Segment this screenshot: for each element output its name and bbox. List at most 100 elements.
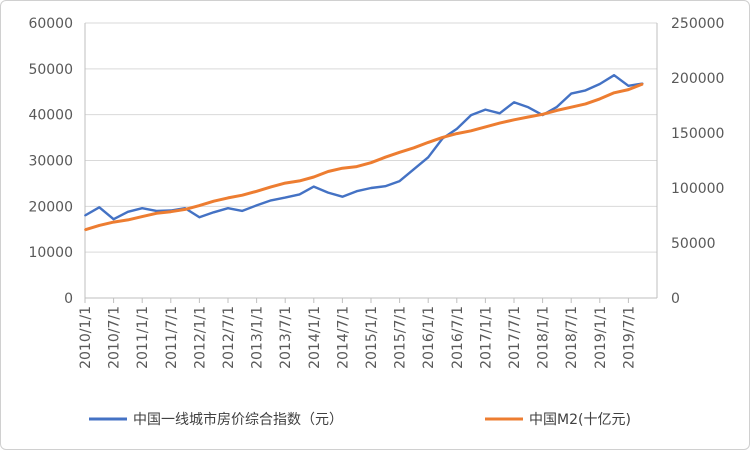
data-point <box>398 180 401 183</box>
data-point <box>241 210 244 212</box>
data-point <box>84 228 86 231</box>
data-point <box>413 168 415 171</box>
data-point <box>255 204 258 207</box>
data-point <box>441 136 444 139</box>
data-point <box>184 208 187 211</box>
data-point <box>284 196 287 199</box>
x-tick-label: 2015/7/1 <box>393 306 409 369</box>
x-tick-label: 2016/7/1 <box>450 306 466 369</box>
data-point <box>127 219 129 221</box>
data-point <box>141 207 144 210</box>
x-tick-label: 2013/7/1 <box>278 306 294 369</box>
data-point <box>227 197 229 199</box>
data-point <box>570 106 573 109</box>
x-tick-label: 2012/1/1 <box>192 306 208 369</box>
data-point <box>370 161 372 164</box>
data-point <box>169 210 172 213</box>
left-y-tick-label: 20000 <box>28 199 73 215</box>
legend-label: 中国M2(十亿元) <box>529 412 631 428</box>
data-point <box>227 207 229 210</box>
left-y-tick-label: 0 <box>64 291 73 307</box>
x-tick-label: 2012/7/1 <box>221 306 237 369</box>
data-point <box>270 199 272 202</box>
data-point <box>355 190 358 193</box>
data-point <box>98 224 101 227</box>
data-point <box>455 132 458 135</box>
data-point <box>155 210 158 212</box>
data-point <box>84 214 86 217</box>
data-point <box>384 156 387 159</box>
x-tick-label: 2010/1/1 <box>78 306 94 369</box>
data-point <box>112 221 115 224</box>
series-lines <box>84 73 644 232</box>
series-line <box>84 82 644 232</box>
data-point <box>255 190 258 193</box>
data-point <box>427 156 430 159</box>
x-tick-label: 2011/7/1 <box>164 306 180 369</box>
right-y-tick-label: 250000 <box>671 16 724 32</box>
x-tick-label: 2013/1/1 <box>250 306 266 369</box>
data-point <box>341 195 344 198</box>
data-point <box>327 170 329 173</box>
series-line <box>84 73 643 221</box>
data-point <box>398 151 401 154</box>
data-point <box>341 167 344 170</box>
data-point <box>513 101 515 104</box>
x-tick-label: 2018/7/1 <box>564 306 580 369</box>
data-point <box>155 212 158 215</box>
x-axis-ticks: 2010/1/1 2010/7/1 2011/1/1 2011/7/1 2012/1/1… <box>78 298 637 369</box>
x-tick-label: 2014/1/1 <box>307 306 323 369</box>
data-point <box>570 92 573 95</box>
data-point <box>470 129 472 132</box>
left-y-tick-label: 50000 <box>28 62 73 78</box>
data-point <box>198 204 201 207</box>
data-point <box>384 185 387 188</box>
data-point <box>598 83 601 85</box>
data-point <box>327 191 329 194</box>
data-point <box>627 88 630 91</box>
left-y-tick-label: 30000 <box>28 154 73 170</box>
right-y-tick-label: 150000 <box>671 126 724 142</box>
data-point <box>513 118 515 121</box>
data-point <box>470 114 472 116</box>
right-y-tick-label: 0 <box>671 291 680 307</box>
right-y-tick-label: 200000 <box>671 71 724 87</box>
data-point <box>427 141 430 144</box>
data-point <box>584 89 587 92</box>
x-tick-label: 2017/1/1 <box>478 306 494 369</box>
data-point <box>312 185 315 188</box>
left-y-tick-label: 60000 <box>28 16 73 32</box>
data-point <box>98 206 101 209</box>
x-tick-label: 2014/7/1 <box>335 306 351 369</box>
data-point <box>198 216 201 219</box>
x-tick-label: 2015/1/1 <box>364 306 380 369</box>
data-point <box>484 126 487 128</box>
left-y-axis-ticks: 0 10000 20000 30000 40000 50000 60000 <box>28 16 73 307</box>
data-point <box>556 106 558 108</box>
left-y-tick-label: 40000 <box>28 108 73 124</box>
legend-label: 中国一线城市房价综合指数（元） <box>133 411 343 428</box>
x-tick-label: 2019/1/1 <box>593 306 609 369</box>
data-point <box>370 187 372 189</box>
data-point <box>498 112 501 115</box>
data-point <box>641 83 644 85</box>
data-point <box>298 193 301 196</box>
data-point <box>270 186 272 188</box>
x-tick-label: 2011/1/1 <box>135 306 151 369</box>
data-point <box>298 180 301 182</box>
legend-item-2: 中国M2(十亿元) <box>485 412 631 428</box>
data-point <box>212 200 215 203</box>
data-point <box>556 109 558 112</box>
data-point <box>413 146 415 149</box>
legend-item-1: 中国一线城市房价综合指数（元） <box>89 411 343 428</box>
gridlines <box>85 22 657 299</box>
data-point <box>613 74 615 77</box>
legend: 中国一线城市房价综合指数（元） 中国M2(十亿元) <box>89 411 631 428</box>
data-point <box>498 122 501 124</box>
data-point <box>627 84 630 87</box>
x-tick-label: 2017/7/1 <box>507 306 523 369</box>
data-point <box>141 215 144 218</box>
data-point <box>212 211 215 214</box>
